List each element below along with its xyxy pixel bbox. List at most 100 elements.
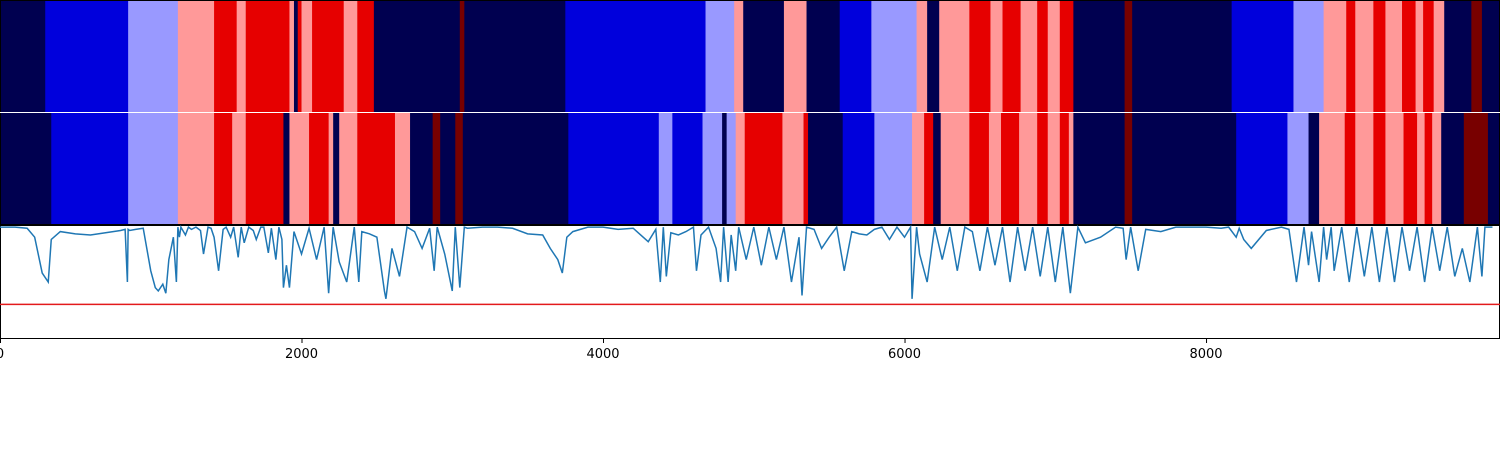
heatmap-segment bbox=[924, 113, 934, 225]
heatmap-segment bbox=[1047, 0, 1061, 112]
heatmap-segment bbox=[1432, 113, 1442, 225]
heatmap-segment bbox=[1319, 113, 1346, 225]
heatmap-segment bbox=[177, 0, 215, 112]
heatmap-segment bbox=[1487, 113, 1500, 225]
heatmap-segment bbox=[806, 0, 841, 112]
heatmap-track-1 bbox=[0, 0, 1500, 112]
heatmap-segment bbox=[1385, 0, 1403, 112]
heatmap-segment bbox=[1355, 113, 1374, 225]
heatmap-segment bbox=[1463, 113, 1489, 225]
heatmap-segment bbox=[969, 0, 991, 112]
heatmap-segment bbox=[912, 113, 925, 225]
heatmap-segment bbox=[1344, 113, 1356, 225]
heatmap-segment bbox=[1231, 0, 1294, 112]
heatmap-segment bbox=[1047, 113, 1061, 225]
heatmap-segment bbox=[177, 113, 215, 225]
heatmap-segment bbox=[1441, 113, 1465, 225]
x-tick-label: 8000 bbox=[1189, 347, 1222, 362]
heatmap-segment bbox=[1424, 113, 1433, 225]
heatmap-segment bbox=[236, 0, 247, 112]
heatmap-segment bbox=[312, 0, 345, 112]
heatmap-segment bbox=[1385, 113, 1404, 225]
heatmap-segment bbox=[214, 113, 233, 225]
heatmap-segment bbox=[927, 0, 940, 112]
heatmap-segment bbox=[1073, 113, 1126, 225]
heatmap-segment bbox=[916, 0, 928, 112]
x-tick-label: 4000 bbox=[586, 347, 619, 362]
heatmap-segment bbox=[1132, 0, 1233, 112]
heatmap-segment bbox=[705, 0, 735, 112]
heatmap-segment bbox=[1124, 0, 1133, 112]
score-line bbox=[0, 224, 1493, 299]
heatmap-track-2 bbox=[0, 113, 1500, 225]
heatmap-segment bbox=[933, 113, 942, 225]
heatmap-segment bbox=[803, 113, 809, 225]
heatmap-segment bbox=[839, 0, 872, 112]
heatmap-segment bbox=[232, 113, 247, 225]
heatmap-segment bbox=[464, 0, 566, 112]
heatmap-segment bbox=[214, 0, 238, 112]
heatmap-segment bbox=[343, 0, 358, 112]
heatmap-segment bbox=[328, 113, 334, 225]
heatmap-segment bbox=[1415, 0, 1424, 112]
heatmap-segment bbox=[459, 0, 465, 112]
heatmap-segment bbox=[1433, 0, 1445, 112]
heatmap-segment bbox=[1293, 0, 1325, 112]
heatmap-segment bbox=[782, 113, 804, 225]
heatmap-segment bbox=[462, 113, 569, 225]
heatmap-segment bbox=[1068, 113, 1074, 225]
heatmap-segment bbox=[289, 0, 295, 112]
x-tick-label: 2000 bbox=[285, 347, 318, 362]
heatmap-segment bbox=[51, 113, 129, 225]
heatmap-segment bbox=[1402, 0, 1416, 112]
heatmap-segment bbox=[245, 0, 290, 112]
heatmap-segment bbox=[301, 0, 313, 112]
heatmap-segment bbox=[735, 113, 746, 225]
heatmap-segment bbox=[440, 113, 456, 225]
heatmap-segment bbox=[1001, 113, 1020, 225]
heatmap-segment bbox=[842, 113, 875, 225]
heatmap-segment bbox=[309, 113, 330, 225]
heatmap-segment bbox=[432, 113, 441, 225]
heatmap-segment bbox=[1287, 113, 1309, 225]
heatmap-segment bbox=[1346, 0, 1356, 112]
heatmap-segment bbox=[988, 113, 1002, 225]
heatmap-segment bbox=[940, 113, 970, 225]
heatmap-segment bbox=[357, 0, 375, 112]
heatmap-segment bbox=[672, 113, 703, 225]
heatmap-segment bbox=[1073, 0, 1126, 112]
heatmap-segment bbox=[373, 0, 461, 112]
heatmap-segment bbox=[1020, 0, 1038, 112]
heatmap-segment bbox=[333, 113, 340, 225]
heatmap-segment bbox=[969, 113, 990, 225]
heatmap-segment bbox=[1236, 113, 1288, 225]
heatmap-segment bbox=[1059, 113, 1070, 225]
heatmap-segment bbox=[722, 113, 728, 225]
heatmap-segment bbox=[743, 0, 785, 112]
heatmap-segment bbox=[1403, 113, 1418, 225]
heatmap-segment bbox=[1037, 113, 1049, 225]
heatmap-segment bbox=[1308, 113, 1320, 225]
x-tick-label: 6000 bbox=[888, 347, 921, 362]
heatmap-segment bbox=[1373, 0, 1386, 112]
heatmap-segment bbox=[990, 0, 1003, 112]
x-tick-label: 0 bbox=[0, 347, 4, 362]
heatmap-segment bbox=[1037, 0, 1049, 112]
heatmap-segment bbox=[1481, 0, 1500, 112]
heatmap-segment bbox=[339, 113, 358, 225]
heatmap-segment bbox=[289, 113, 310, 225]
heatmap-segment bbox=[568, 113, 660, 225]
heatmap-segment bbox=[1471, 0, 1483, 112]
heatmap-segment bbox=[297, 0, 302, 112]
heatmap-segment bbox=[128, 113, 179, 225]
heatmap-segment bbox=[874, 113, 913, 225]
heatmap-segment bbox=[128, 0, 179, 112]
heatmap-segment bbox=[1019, 113, 1038, 225]
heatmap-segment bbox=[1417, 113, 1426, 225]
heatmap-segment bbox=[1423, 0, 1435, 112]
heatmap-segment bbox=[808, 113, 844, 225]
heatmap-segment bbox=[1132, 113, 1237, 225]
heatmap-segment bbox=[1444, 0, 1472, 112]
heatmap-segment bbox=[0, 0, 46, 112]
